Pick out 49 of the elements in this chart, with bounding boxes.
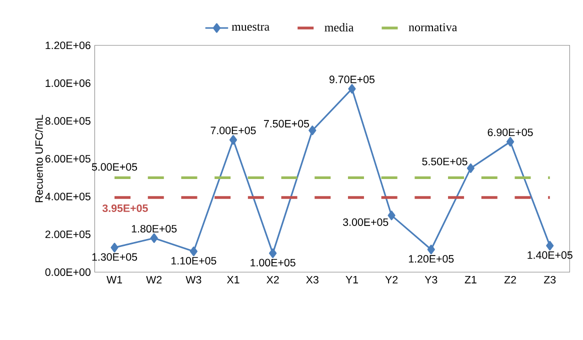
point [388, 210, 396, 220]
x-tick-label: X2 [266, 276, 279, 284]
point [190, 246, 198, 256]
point [506, 136, 514, 146]
y-tick-label: 1.00E+06 [46, 79, 90, 87]
legend-label: muestra [232, 24, 270, 31]
legend-label: media [324, 22, 354, 32]
data-label: 1.80E+05 [132, 224, 177, 232]
y-tick-label: 8.00E+05 [45, 117, 90, 125]
data-label: 1.00E+05 [250, 258, 296, 266]
point [269, 248, 277, 258]
y-tick-label: 2.00E+05 [45, 230, 90, 238]
point [546, 240, 554, 250]
point [150, 233, 158, 243]
x-tick-label: Z1 [464, 276, 476, 284]
x-tick-label: Y1 [346, 276, 358, 284]
y-tick-label: 4.00E+05 [45, 192, 90, 200]
point [427, 244, 435, 254]
y-tick-label: 6.00E+05 [45, 154, 90, 162]
y-tick-label: 0.00E+00 [45, 268, 90, 276]
data-label: 1.20E+05 [408, 254, 454, 263]
y-tick-label: 1.20E+06 [46, 41, 90, 50]
data-label: 1.40E+05 [528, 251, 572, 259]
data-label: 7.00E+05 [210, 126, 256, 134]
annotation: 5.00E+05 [92, 163, 138, 171]
data-label: 5.50E+05 [422, 158, 468, 166]
point [466, 163, 475, 173]
legend-label: normativa [408, 23, 458, 32]
annotation: 3.95E+05 [102, 204, 148, 212]
x-tick-label: X3 [306, 276, 318, 284]
x-tick-label: W3 [186, 276, 202, 284]
point [348, 84, 356, 94]
y-axis-title: Recuento UFC/mL [35, 114, 43, 202]
x-tick-label: W2 [146, 276, 162, 284]
x-tick-label: Z2 [504, 276, 516, 284]
data-label: 6.90E+05 [488, 128, 533, 136]
data-label: 7.50E+05 [264, 120, 310, 128]
x-tick-label: Y3 [424, 276, 438, 284]
data-label: 9.70E+05 [329, 76, 375, 84]
data-label: 1.10E+05 [171, 256, 216, 264]
point [229, 134, 238, 145]
x-tick-label: W1 [106, 276, 122, 284]
point [110, 242, 118, 252]
data-label: 3.00E+05 [343, 218, 388, 226]
point [308, 126, 316, 136]
x-tick-label: Z3 [544, 276, 556, 284]
data-label: 1.30E+05 [92, 253, 138, 261]
x-tick-label: X1 [226, 276, 240, 284]
x-tick-label: Y2 [385, 276, 398, 284]
